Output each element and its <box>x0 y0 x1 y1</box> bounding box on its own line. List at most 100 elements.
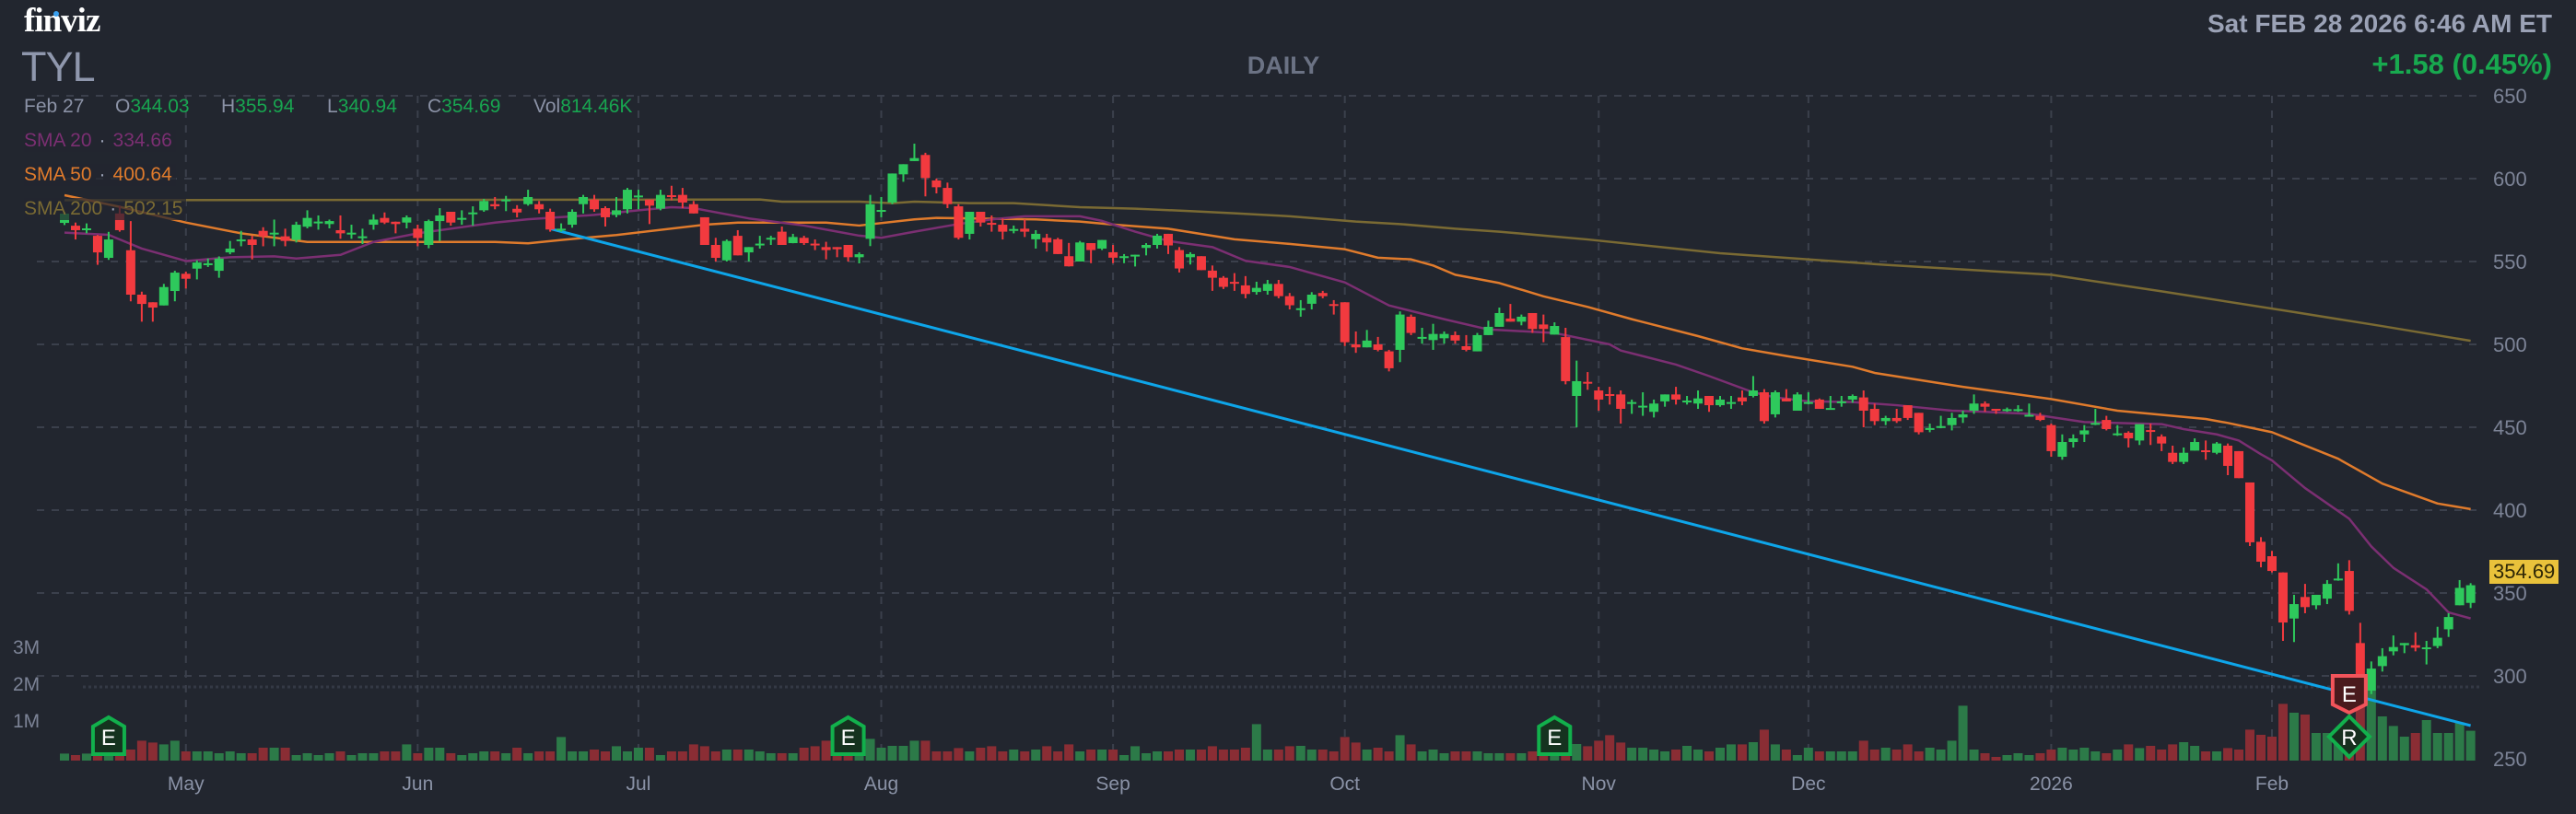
legend-sma50[interactable]: SMA 50 · 400.64 <box>24 164 176 186</box>
candle-body[interactable] <box>1991 409 2001 412</box>
candle-body[interactable] <box>413 228 423 238</box>
candle-body[interactable] <box>1594 390 1604 400</box>
candle-body[interactable] <box>1505 318 1516 322</box>
candle-body[interactable] <box>435 215 445 222</box>
candle-body[interactable] <box>468 212 478 215</box>
candle-body[interactable] <box>1329 304 1339 307</box>
candle-body[interactable] <box>1284 296 1294 306</box>
candle-body[interactable] <box>291 225 301 240</box>
candle-body[interactable] <box>457 217 467 220</box>
candle-body[interactable] <box>1980 403 1990 407</box>
candle-body[interactable] <box>523 196 533 204</box>
candle-body[interactable] <box>324 221 334 225</box>
candle-body[interactable] <box>2333 578 2343 581</box>
candle-body[interactable] <box>1262 284 1272 291</box>
legend-sma20[interactable]: SMA 20 · 334.66 <box>24 130 176 152</box>
candle-body[interactable] <box>1020 228 1030 232</box>
candle-body[interactable] <box>1086 243 1096 250</box>
candle-body[interactable] <box>158 286 169 306</box>
candle-body[interactable] <box>1306 295 1317 304</box>
candle-body[interactable] <box>931 180 942 188</box>
candle-body[interactable] <box>1616 394 1626 410</box>
candle-body[interactable] <box>1836 401 1846 403</box>
candle-body[interactable] <box>821 247 831 250</box>
candle-body[interactable] <box>865 204 875 239</box>
candle-body[interactable] <box>1064 256 1074 267</box>
candle-body[interactable] <box>1726 401 1736 404</box>
candle-body[interactable] <box>755 243 765 246</box>
candle-body[interactable] <box>1737 397 1747 401</box>
candle-body[interactable] <box>1891 417 1902 422</box>
candle-body[interactable] <box>622 190 632 210</box>
candle-body[interactable] <box>1869 409 1879 422</box>
candle-body[interactable] <box>976 212 986 223</box>
candle-body[interactable] <box>225 248 235 253</box>
candle-body[interactable] <box>1561 337 1571 381</box>
candle-body[interactable] <box>1373 344 1383 350</box>
candle-body[interactable] <box>147 302 158 308</box>
candle-body[interactable] <box>1803 401 1813 404</box>
candle-body[interactable] <box>2421 647 2431 650</box>
candle-body[interactable] <box>1009 228 1019 231</box>
candle-body[interactable] <box>2267 556 2277 572</box>
candle-body[interactable] <box>2157 436 2167 444</box>
candle-body[interactable] <box>1682 401 1692 403</box>
candle-body[interactable] <box>1638 405 1648 408</box>
candle-body[interactable] <box>2124 432 2134 439</box>
candle-body[interactable] <box>2135 424 2145 441</box>
candle-body[interactable] <box>2102 420 2112 429</box>
candle-body[interactable] <box>2256 541 2266 562</box>
candle-body[interactable] <box>699 216 709 245</box>
candle-body[interactable] <box>2300 597 2310 608</box>
candle-body[interactable] <box>1880 417 1891 422</box>
candle-body[interactable] <box>2277 572 2288 623</box>
rating-marker[interactable]: R <box>2326 714 2372 760</box>
candle-body[interactable] <box>2002 409 2012 412</box>
candle-body[interactable] <box>1858 397 1868 411</box>
candle-body[interactable] <box>788 237 798 244</box>
candle-body[interactable] <box>1759 392 1769 422</box>
candle-body[interactable] <box>545 212 556 230</box>
candle-body[interactable] <box>655 194 665 209</box>
candle-body[interactable] <box>402 217 412 223</box>
candle-body[interactable] <box>1229 282 1239 285</box>
candle-body[interactable] <box>1781 398 1791 401</box>
earnings-miss-marker[interactable]: E <box>2330 674 2368 715</box>
candle-body[interactable] <box>1704 395 1715 406</box>
candle-body[interactable] <box>2212 443 2222 453</box>
candle-body[interactable] <box>1042 238 1052 243</box>
candle-body[interactable] <box>2311 594 2321 606</box>
candle-body[interactable] <box>1583 381 1593 384</box>
candle-body[interactable] <box>92 236 102 253</box>
candle-body[interactable] <box>965 212 975 234</box>
candle-body[interactable] <box>1461 345 1471 350</box>
candle-body[interactable] <box>1660 394 1670 401</box>
candle-body[interactable] <box>1539 324 1549 330</box>
candle-body[interactable] <box>1847 395 1857 400</box>
candle-body[interactable] <box>1417 336 1427 339</box>
candle-body[interactable] <box>1108 251 1118 258</box>
candle-body[interactable] <box>192 262 202 269</box>
candle-body[interactable] <box>136 295 146 305</box>
candle-body[interactable] <box>1671 394 1681 400</box>
candle-body[interactable] <box>534 204 544 210</box>
candle-body[interactable] <box>579 196 589 204</box>
candle-body[interactable] <box>2366 669 2376 692</box>
candle-body[interactable] <box>512 208 522 213</box>
candle-body[interactable] <box>1295 308 1306 310</box>
candle-body[interactable] <box>1317 293 1328 297</box>
earnings-beat-marker[interactable]: E <box>1537 715 1573 756</box>
candle-body[interactable] <box>1406 316 1416 333</box>
candle-body[interactable] <box>2190 442 2200 451</box>
candle-body[interactable] <box>2079 430 2090 435</box>
candle-body[interactable] <box>424 221 434 245</box>
candle-body[interactable] <box>1605 394 1615 396</box>
candle-body[interactable] <box>335 229 345 234</box>
candle-body[interactable] <box>2388 646 2398 652</box>
candle-body[interactable] <box>2024 414 2034 417</box>
candle-body[interactable] <box>1814 399 1824 410</box>
candle-body[interactable] <box>1097 239 1107 249</box>
candle-body[interactable] <box>1792 394 1802 411</box>
candle-body[interactable] <box>1395 314 1405 350</box>
candle-body[interactable] <box>1174 250 1184 269</box>
